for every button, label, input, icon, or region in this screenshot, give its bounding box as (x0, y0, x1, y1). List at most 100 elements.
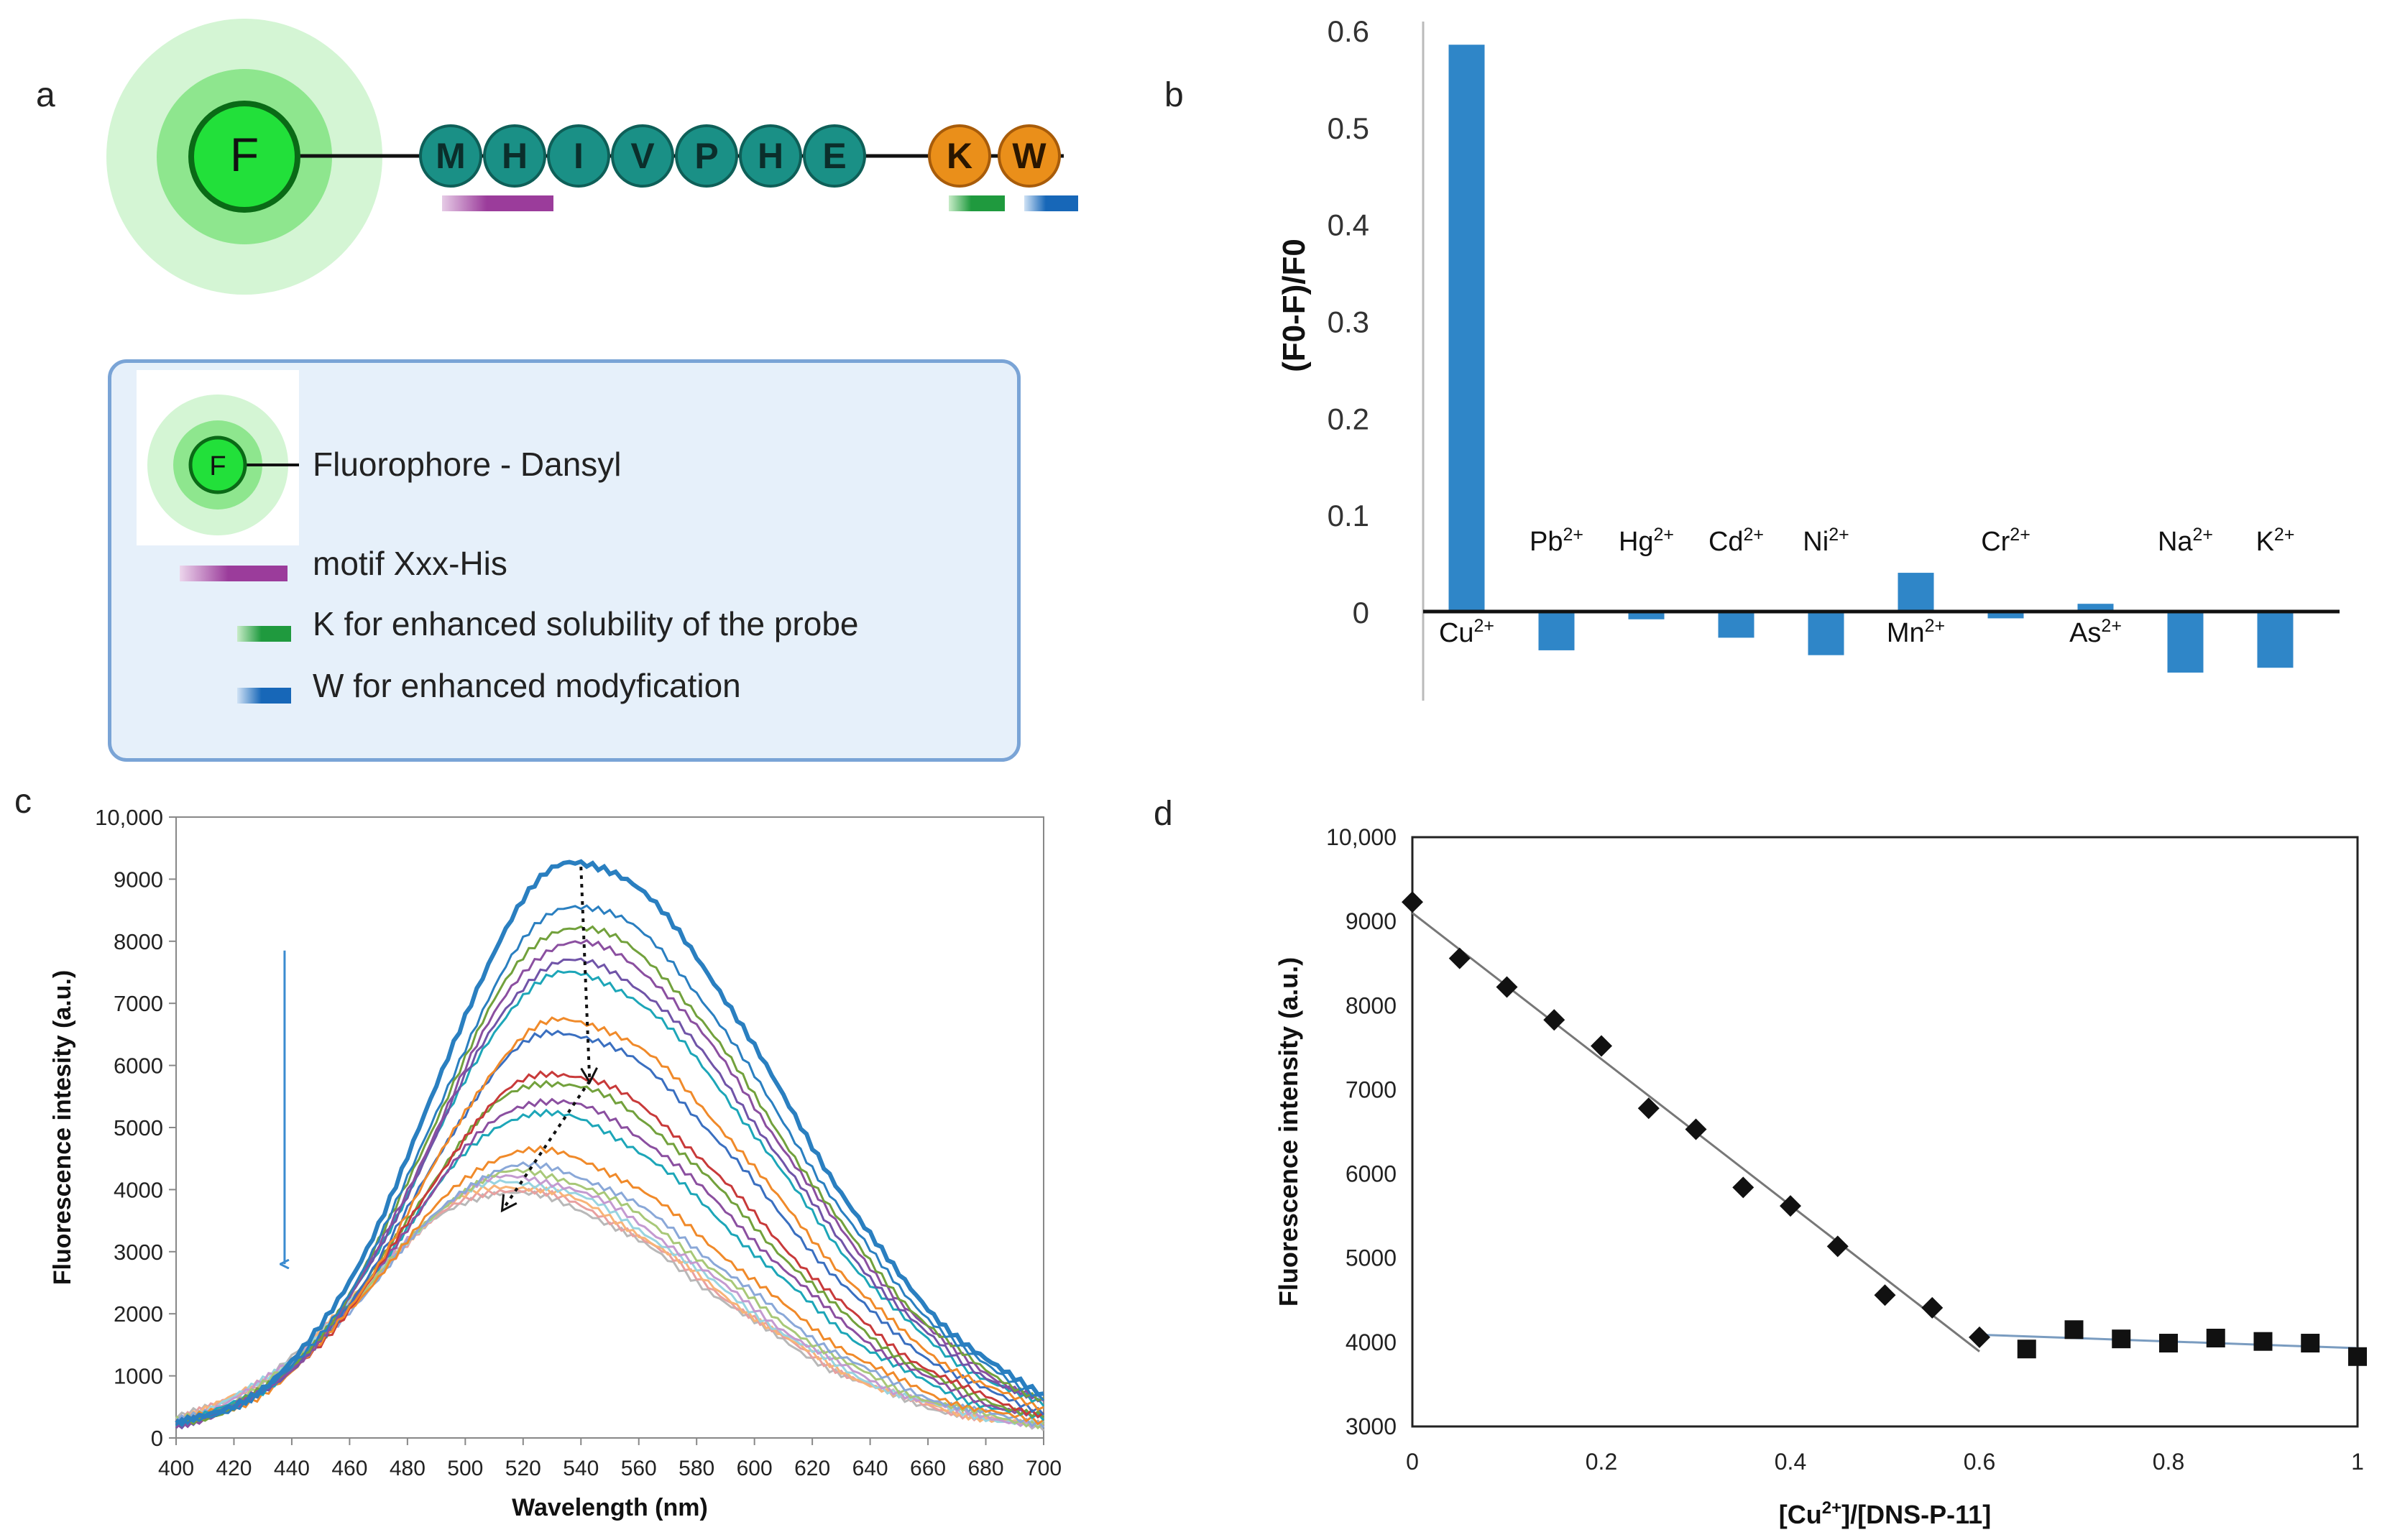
d-point-plateau-7 (2348, 1347, 2367, 1366)
d-ytick-1: 4000 (1346, 1329, 1397, 1355)
legend-swatch-purple (180, 566, 288, 581)
d-y-label: Fluorescence intensity (a.u.) (1274, 957, 1303, 1306)
residue-bead-2 (547, 124, 610, 188)
panel-b-letter: b (1164, 76, 1184, 114)
b-ytick-0: 0 (1353, 596, 1369, 630)
b-cat-label-5: Mn2+ (1887, 616, 1945, 648)
c-xtick-0: 400 (158, 1457, 194, 1480)
c-ytick-5: 5000 (114, 1115, 163, 1140)
b-bar-4 (1808, 612, 1844, 655)
residue-bead-6 (803, 124, 866, 188)
c-xtick-7: 540 (563, 1457, 599, 1480)
c-series-line-3 (175, 939, 1045, 1429)
c-xtick-4: 480 (390, 1457, 426, 1480)
d-xtick-1: 0.2 (1586, 1449, 1617, 1475)
c-y-label: Fluorescence intesity (a.u.) (49, 970, 76, 1285)
c-ytick-3: 3000 (114, 1240, 163, 1265)
b-cat-label-4: Ni2+ (1803, 525, 1849, 557)
residue-bead-0 (419, 124, 482, 188)
d-point-plateau-2 (2112, 1329, 2131, 1349)
b-bar-6 (1987, 612, 2024, 619)
residue-bead-3 (611, 124, 674, 188)
c-ytick-2: 2000 (114, 1301, 163, 1327)
d-point-decreasing-7 (1732, 1176, 1754, 1199)
residue-bead-5 (739, 124, 802, 188)
d-ytick-6: 9000 (1346, 908, 1397, 934)
d-ytick-5: 8000 (1346, 992, 1397, 1018)
b-cat-label-7: As2+ (2069, 616, 2122, 648)
legend-item-motif: motif Xxx-His (313, 545, 507, 582)
b-ytick-5: 0.5 (1328, 111, 1369, 145)
b-bar-3 (1718, 612, 1754, 638)
c-xtick-3: 460 (331, 1457, 367, 1480)
c-series-line-14 (175, 1168, 1044, 1430)
c-xtick-6: 520 (505, 1457, 541, 1480)
chart-d-titration: 0 0.2 0.4 0.6 0.8 1 3000 4000 5000 6000 7000 8000 90… (1274, 824, 2367, 1529)
b-cat-label-1: Pb2+ (1530, 525, 1583, 557)
d-point-plateau-5 (2253, 1332, 2273, 1351)
panel-a-letter: a (36, 76, 55, 114)
d-point-plateau-4 (2206, 1329, 2225, 1347)
d-point-decreasing-9 (1826, 1235, 1849, 1258)
residue-label-1: H (502, 136, 528, 176)
c-xtick-9: 580 (679, 1457, 714, 1480)
c-ytick-10: 10,000 (95, 805, 163, 830)
b-ytick-3: 0.3 (1328, 305, 1369, 339)
b-cat-label-0: Cu2+ (1439, 616, 1494, 648)
legend-fluorophore-icon-label: F (209, 451, 226, 481)
b-cat-label-2: Hg2+ (1619, 525, 1674, 557)
d-ytick-2: 5000 (1346, 1245, 1397, 1271)
c-xtick-12: 640 (852, 1457, 888, 1480)
b-cat-label-8: Na2+ (2158, 525, 2213, 557)
legend-swatch-green (237, 626, 291, 642)
d-point-plateau-6 (2301, 1334, 2320, 1353)
c-series-line-2 (175, 925, 1044, 1427)
c-xtick-10: 600 (737, 1457, 773, 1480)
d-point-decreasing-3 (1543, 1009, 1565, 1031)
tail-label-0: K (947, 136, 972, 176)
b-bar-9 (2257, 612, 2294, 668)
c-series-line-1 (175, 904, 1045, 1426)
d-plot-frame (1411, 836, 2359, 1428)
b-cat-label-6: Cr2+ (1981, 525, 2030, 557)
c-peak-shift-arrow-1 (579, 867, 598, 1085)
c-series-line-11 (175, 1108, 1045, 1427)
c-series-line-4 (175, 957, 1044, 1430)
fluorophore-bead (188, 101, 300, 213)
d-point-decreasing-10 (1874, 1284, 1896, 1306)
d-point-plateau-3 (2159, 1334, 2178, 1353)
c-xtick-11: 620 (794, 1457, 830, 1480)
c-xtick-15: 700 (1026, 1457, 1062, 1480)
d-point-plateau-0 (2017, 1340, 2036, 1359)
d-xtick-5: 1 (2351, 1449, 2364, 1475)
d-point-decreasing-6 (1685, 1118, 1707, 1140)
d-ytick-7: 10,000 (1326, 824, 1397, 850)
d-ytick-4: 7000 (1346, 1076, 1397, 1102)
legend-item-k: K for enhanced solubility of the probe (313, 605, 859, 642)
c-xtick-5: 500 (447, 1457, 483, 1480)
d-xtick-2: 0.4 (1775, 1449, 1806, 1475)
residue-label-5: H (758, 136, 783, 176)
c-ytick-9: 9000 (114, 867, 163, 892)
d-point-decreasing-8 (1780, 1195, 1801, 1217)
c-series-line-6 (175, 1016, 1044, 1427)
d-xtick-3: 0.6 (1964, 1449, 1995, 1475)
chart-c-spectra: 400 420 440 460 480 500 520 540 560 580 600 620 640 6… (49, 805, 1062, 1521)
b-ytick-4: 0.4 (1328, 208, 1369, 242)
c-series-line-0 (175, 859, 1044, 1427)
d-point-decreasing-4 (1591, 1035, 1612, 1057)
d-point-decreasing-0 (1402, 891, 1423, 913)
b-bar-8 (2167, 612, 2204, 673)
legend-fluorophore-icon: F (137, 370, 299, 545)
c-ytick-4: 4000 (114, 1177, 163, 1202)
chart-b-selectivity: 0 0.1 0.2 0.3 0.4 0.5 0.6 (F0-F)/F0 Cu2+ Pb2+ Hg2+… (1277, 14, 2340, 701)
c-xtick-14: 680 (968, 1457, 1004, 1480)
c-ytick-1: 1000 (114, 1364, 163, 1389)
tail-label-1: W (1012, 136, 1047, 176)
legend-item-w: W for enhanced modyfication (313, 667, 741, 704)
b-bar-5 (1898, 573, 1934, 612)
c-xtick-13: 660 (910, 1457, 946, 1480)
c-xtick-2: 440 (274, 1457, 310, 1480)
b-bar-7 (2077, 604, 2114, 612)
d-x-label: [Cu2+]/[DNS-P-11] (1779, 1498, 1991, 1529)
